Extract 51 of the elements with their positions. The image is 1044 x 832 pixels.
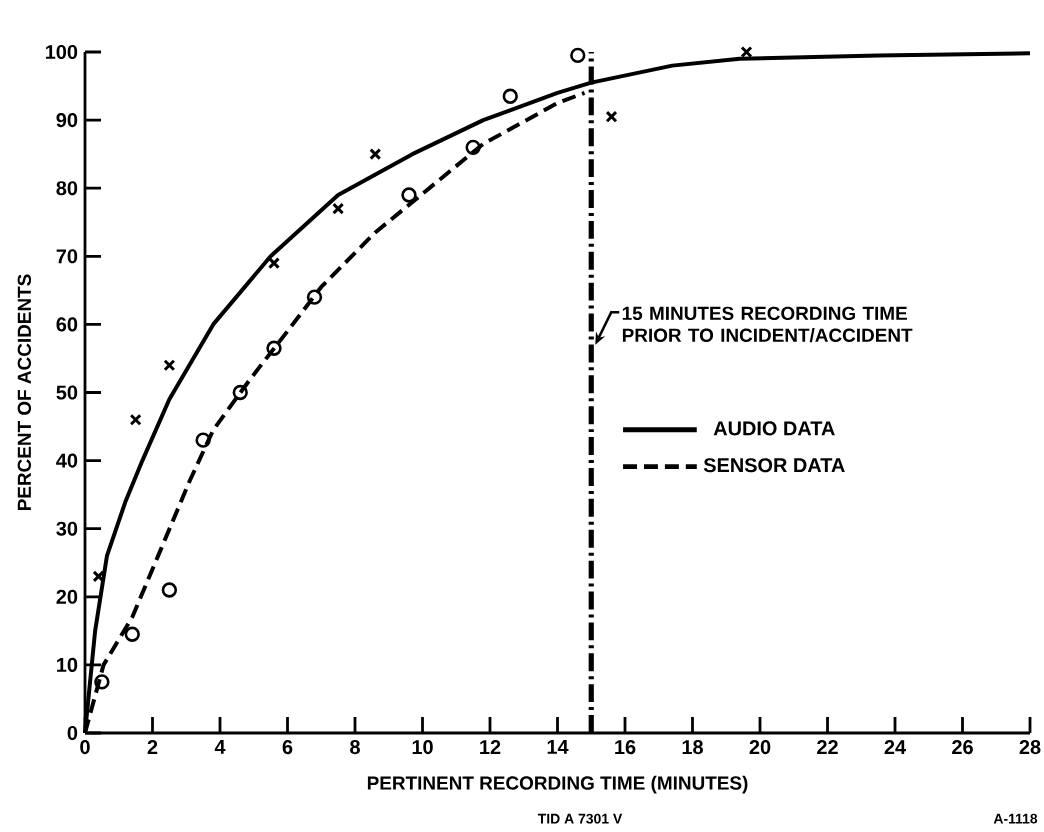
x-tick-label: 6 [282, 740, 293, 755]
point [161, 582, 178, 598]
text: A-1118 [993, 813, 1038, 824]
x-tick-label: 24 [884, 740, 906, 754]
x-tick-label: 22 [817, 740, 838, 754]
legend-label: SENSOR DATA [703, 458, 845, 473]
y-axis-title: PERCENT OF ACCIDENTS [17, 274, 32, 511]
x-tick-label: 10 [412, 740, 433, 755]
point [369, 148, 382, 161]
point [465, 139, 481, 156]
y-tick-label: 90 [56, 113, 78, 128]
x-tick-label: 16 [615, 740, 636, 755]
text: TID A 7301 V [537, 813, 623, 824]
x-tick-label: 8 [350, 740, 360, 755]
point [502, 88, 518, 104]
x-axis-title: PERTINENT RECORDING TIME (MINUTES) [367, 775, 748, 794]
point [605, 110, 618, 123]
y-tick-label: 70 [56, 249, 78, 264]
point [266, 340, 282, 356]
y-tick-label: 100 [45, 44, 78, 60]
point [195, 432, 211, 448]
point [94, 674, 110, 690]
x-tick-label: 0 [80, 740, 90, 755]
point [129, 413, 142, 426]
point [740, 45, 753, 58]
point [332, 202, 345, 215]
x-tick-label: 18 [682, 740, 703, 755]
y-tick-label: 60 [56, 317, 78, 332]
point [267, 257, 281, 270]
point [124, 626, 140, 642]
x-tick-label: 14 [547, 740, 569, 754]
y-tick-label: 0 [67, 725, 78, 741]
y-tick-label: 80 [56, 181, 78, 196]
x-tick-label: 4 [214, 740, 226, 754]
x-tick-label: 2 [147, 740, 158, 754]
point [306, 289, 323, 305]
y-tick-label: 50 [56, 385, 78, 400]
x-tick-label: 26 [952, 740, 973, 755]
legend-label: AUDIO DATA [713, 421, 835, 436]
x-tick-label: 12 [480, 740, 501, 754]
point [232, 384, 248, 401]
y-tick-label: 20 [56, 589, 78, 604]
ref-line-label: 15 MINUTES RECORDING TIME PRIOR TO INCIDENT/ACCIDENT [622, 306, 913, 343]
y-tick-label: 30 [56, 521, 78, 536]
point [570, 47, 586, 64]
y-tick-label: 40 [56, 453, 78, 468]
y-tick-label: 10 [57, 657, 78, 672]
point [401, 187, 417, 203]
x-tick-label: 28 [1019, 740, 1041, 755]
x-tick-label: 20 [749, 740, 771, 755]
point [163, 359, 176, 372]
